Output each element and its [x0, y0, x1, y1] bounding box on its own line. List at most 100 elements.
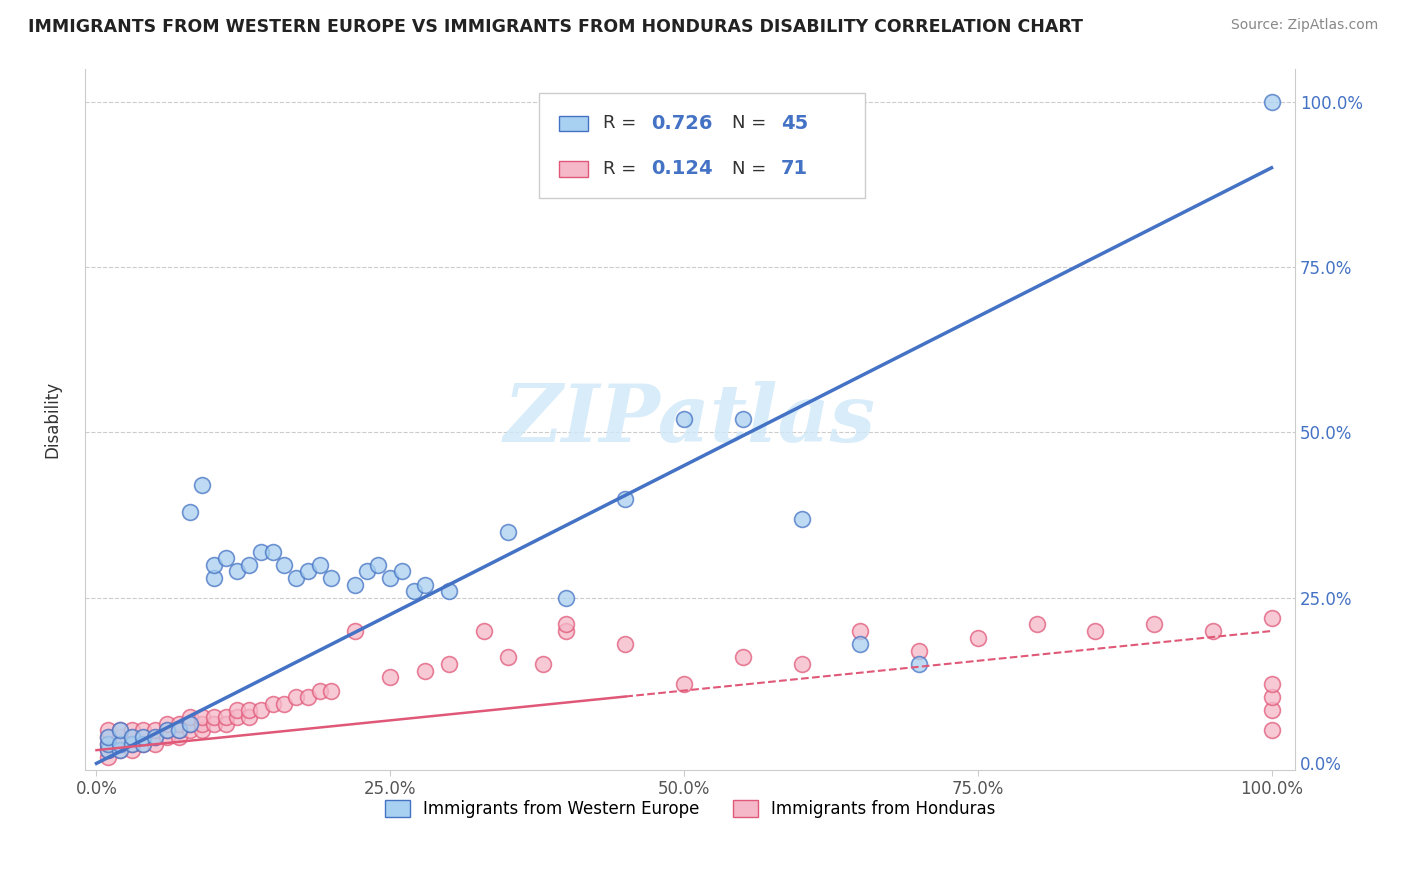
- Point: [356, 565, 378, 579]
- Point: [614, 637, 637, 651]
- Point: [555, 624, 578, 638]
- Point: [262, 544, 284, 558]
- Point: [273, 697, 295, 711]
- Point: [250, 703, 273, 717]
- Point: [191, 478, 214, 492]
- Point: [97, 743, 120, 757]
- Point: [250, 544, 273, 558]
- Point: [1084, 624, 1107, 638]
- Point: [179, 505, 201, 519]
- Point: [496, 524, 519, 539]
- Point: [297, 565, 319, 579]
- Point: [143, 730, 166, 744]
- Point: [121, 730, 143, 744]
- FancyBboxPatch shape: [560, 161, 589, 177]
- Point: [215, 551, 238, 566]
- Point: [156, 723, 179, 738]
- Point: [343, 577, 366, 591]
- Point: [202, 716, 225, 731]
- Point: [1143, 617, 1166, 632]
- Point: [191, 716, 214, 731]
- Point: [121, 743, 143, 757]
- Point: [790, 657, 813, 672]
- Point: [156, 716, 179, 731]
- Point: [143, 730, 166, 744]
- Point: [108, 743, 131, 757]
- Point: [1260, 723, 1282, 738]
- Point: [97, 749, 120, 764]
- Point: [108, 723, 131, 738]
- Point: [121, 723, 143, 738]
- Point: [415, 664, 437, 678]
- Point: [849, 624, 872, 638]
- Point: [380, 670, 402, 684]
- Point: [1202, 624, 1225, 638]
- Point: [97, 743, 120, 757]
- Point: [391, 565, 413, 579]
- Point: [1260, 611, 1282, 625]
- Point: [555, 591, 578, 605]
- Point: [285, 690, 308, 705]
- Point: [380, 571, 402, 585]
- Point: [1025, 617, 1047, 632]
- Text: R =: R =: [603, 160, 641, 178]
- Point: [143, 723, 166, 738]
- Point: [297, 690, 319, 705]
- Point: [191, 723, 214, 738]
- Point: [672, 412, 695, 426]
- Point: [132, 737, 155, 751]
- Point: [97, 723, 120, 738]
- Point: [143, 737, 166, 751]
- Point: [156, 730, 179, 744]
- Text: 0.726: 0.726: [651, 114, 713, 133]
- Point: [108, 730, 131, 744]
- Point: [238, 710, 260, 724]
- Point: [226, 565, 249, 579]
- Point: [121, 737, 143, 751]
- Text: N =: N =: [733, 114, 772, 132]
- Point: [108, 737, 131, 751]
- Point: [285, 571, 308, 585]
- Point: [167, 716, 190, 731]
- Text: N =: N =: [733, 160, 772, 178]
- Point: [179, 723, 201, 738]
- Point: [1260, 703, 1282, 717]
- Point: [472, 624, 495, 638]
- Point: [849, 637, 872, 651]
- Point: [108, 737, 131, 751]
- Y-axis label: Disability: Disability: [44, 381, 60, 458]
- Point: [415, 577, 437, 591]
- Point: [108, 743, 131, 757]
- Point: [191, 710, 214, 724]
- Point: [321, 571, 343, 585]
- Point: [531, 657, 554, 672]
- Point: [908, 657, 931, 672]
- Point: [226, 710, 249, 724]
- Point: [202, 710, 225, 724]
- Point: [97, 737, 120, 751]
- Point: [167, 723, 190, 738]
- FancyBboxPatch shape: [560, 116, 589, 131]
- Text: R =: R =: [603, 114, 641, 132]
- Point: [367, 558, 389, 572]
- Point: [226, 703, 249, 717]
- Point: [97, 730, 120, 744]
- Point: [202, 571, 225, 585]
- Text: ZIPatlas: ZIPatlas: [503, 381, 876, 458]
- Point: [238, 703, 260, 717]
- Text: 0.124: 0.124: [651, 160, 713, 178]
- Text: IMMIGRANTS FROM WESTERN EUROPE VS IMMIGRANTS FROM HONDURAS DISABILITY CORRELATIO: IMMIGRANTS FROM WESTERN EUROPE VS IMMIGR…: [28, 18, 1083, 36]
- Point: [167, 730, 190, 744]
- Text: Source: ZipAtlas.com: Source: ZipAtlas.com: [1230, 18, 1378, 32]
- Text: 71: 71: [780, 160, 808, 178]
- Point: [672, 677, 695, 691]
- FancyBboxPatch shape: [538, 93, 865, 198]
- Point: [132, 737, 155, 751]
- Point: [437, 657, 460, 672]
- Point: [790, 511, 813, 525]
- Legend: Immigrants from Western Europe, Immigrants from Honduras: Immigrants from Western Europe, Immigran…: [378, 793, 1002, 825]
- Point: [121, 737, 143, 751]
- Point: [132, 723, 155, 738]
- Point: [97, 737, 120, 751]
- Point: [1260, 690, 1282, 705]
